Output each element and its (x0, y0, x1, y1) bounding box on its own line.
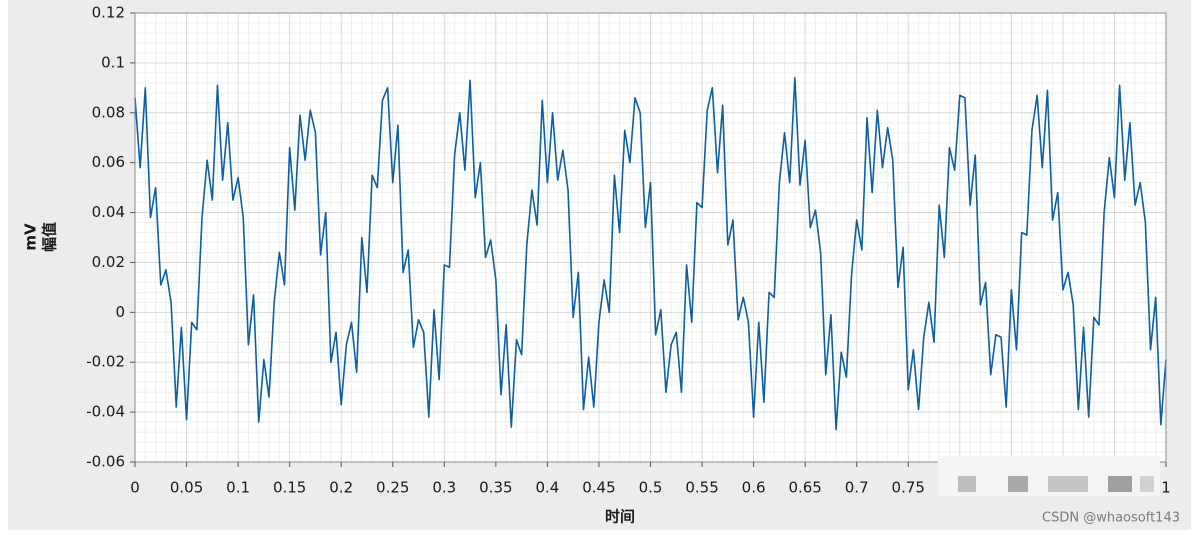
x-axis-label: 时间 (605, 508, 635, 526)
y-tick-label: -0.06 (86, 453, 125, 471)
signal-line (134, 77, 1167, 431)
y-tick-label: 0.04 (92, 203, 125, 221)
y-tick-label: 0.12 (92, 4, 125, 22)
grid (134, 12, 1167, 463)
y-tick-label: -0.04 (86, 403, 125, 421)
x-tick-label: 0.5 (639, 479, 663, 497)
x-tick-label: 0.25 (376, 479, 409, 497)
x-tick-label: 0.7 (845, 479, 869, 497)
x-tick-label: 1 (1161, 479, 1171, 497)
y-tick-label: 0 (115, 303, 125, 321)
x-tick-label: 0.15 (273, 479, 306, 497)
y-tick-label: 0.06 (92, 153, 125, 171)
x-tick-label: 0.45 (582, 479, 615, 497)
x-tick-label: 0.4 (535, 479, 559, 497)
x-tick-label: 0.75 (892, 479, 925, 497)
x-tick-label: 0.35 (479, 479, 512, 497)
watermark: CSDN @whaosoft143 (1042, 511, 1180, 526)
y-tick-label: -0.02 (86, 353, 125, 371)
x-tick-label: 0.2 (329, 479, 353, 497)
plot (134, 77, 1167, 431)
y-unit: mV (22, 223, 40, 251)
x-tick-label: 0.55 (685, 479, 718, 497)
y-tick-label: 0.08 (92, 103, 125, 121)
y-tick-label: 0.1 (101, 53, 125, 71)
x-tick-label: 0.1 (226, 479, 250, 497)
x-tick-label: 0 (130, 479, 140, 497)
x-tick-label: 0.05 (170, 479, 203, 497)
axes: 0 0.05 0.1 0.15 0.2 0.25 0.3 0.35 0.4 0.45 0.5 0.55… (86, 4, 1171, 497)
y-tick-label: 0.02 (92, 253, 125, 271)
x-tick-label: 0.6 (742, 479, 766, 497)
x-tick-label: 0.3 (432, 479, 456, 497)
y-axis-label: 幅值 (41, 222, 59, 252)
x-tick-label: 0.65 (788, 479, 821, 497)
blur-patch (938, 456, 1160, 496)
